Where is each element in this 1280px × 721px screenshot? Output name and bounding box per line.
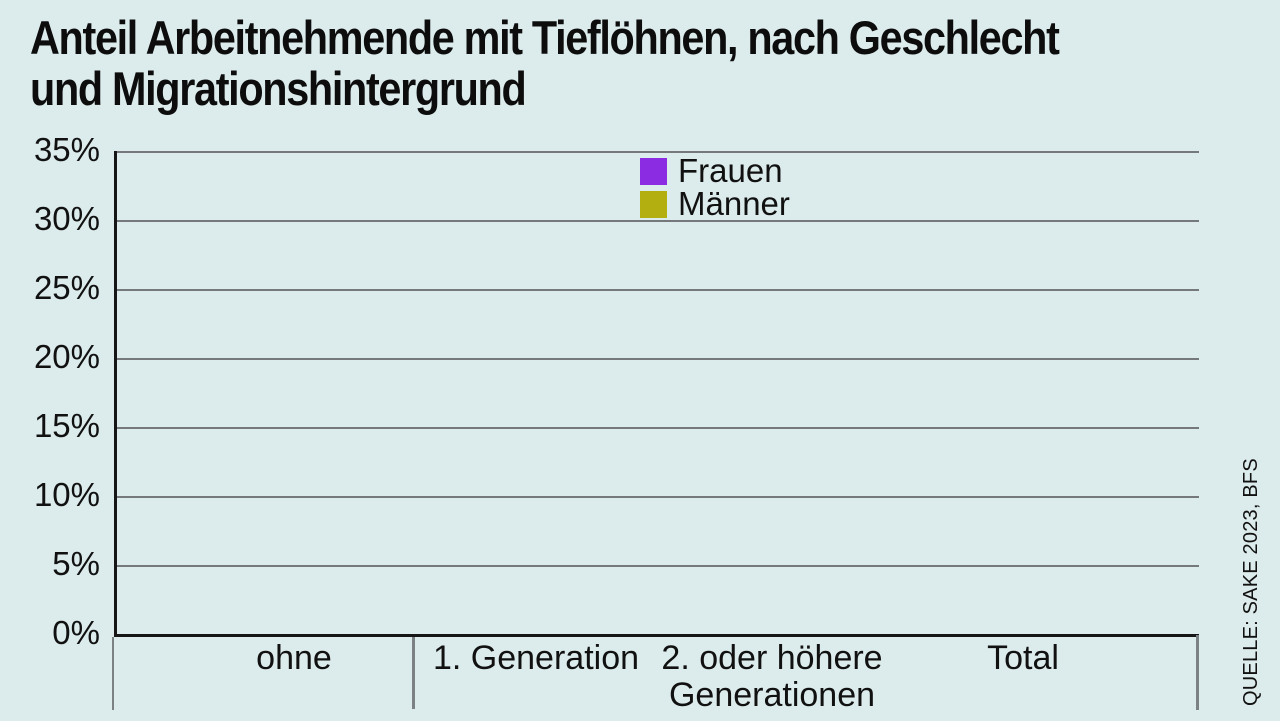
y-tick-label: 30% xyxy=(33,199,100,237)
gridline xyxy=(114,288,1199,291)
x-axis-line xyxy=(114,634,1199,637)
y-tick-label: 25% xyxy=(33,268,100,306)
legend-swatch-icon xyxy=(640,190,667,218)
x-category-label: Total xyxy=(987,639,1059,677)
y-axis-line xyxy=(114,151,117,637)
y-tick-label: 0% xyxy=(52,614,100,651)
gridline xyxy=(114,357,1199,360)
legend-label: Frauen xyxy=(678,152,783,189)
legend-label: Männer xyxy=(678,185,790,222)
y-tick-label: 10% xyxy=(33,475,100,513)
gridline xyxy=(114,495,1199,498)
source-credit: QUELLE: SAKE 2023, BFS xyxy=(1240,458,1262,706)
gridline xyxy=(114,564,1199,567)
chart-title: Anteil Arbeitnehmende mit Tieflöhnen, na… xyxy=(30,11,1060,115)
y-tick-label: 20% xyxy=(33,337,100,375)
legend-item[interactable]: Frauen xyxy=(640,152,783,189)
x-category-label: 1. Generation xyxy=(432,639,640,677)
legend-swatch-icon xyxy=(640,157,667,185)
gridline xyxy=(114,219,1199,222)
legend-item[interactable]: Männer xyxy=(640,185,790,222)
category-divider xyxy=(412,637,415,709)
x-category-label: 2. oder höhere Generationen xyxy=(661,639,883,714)
category-divider xyxy=(1196,635,1199,710)
x-category-label: ohne xyxy=(256,639,332,677)
chart-title-line2: und Migrationshintergrund xyxy=(30,62,527,115)
y-tick-label: 5% xyxy=(52,544,100,582)
gridline xyxy=(114,426,1199,429)
category-divider xyxy=(111,637,114,710)
y-tick-label: 35% xyxy=(33,130,100,168)
gridline xyxy=(114,150,1199,153)
chart-title-line1: Anteil Arbeitnehmende mit Tieflöhnen, na… xyxy=(30,11,1060,64)
y-tick-label: 15% xyxy=(33,406,100,444)
